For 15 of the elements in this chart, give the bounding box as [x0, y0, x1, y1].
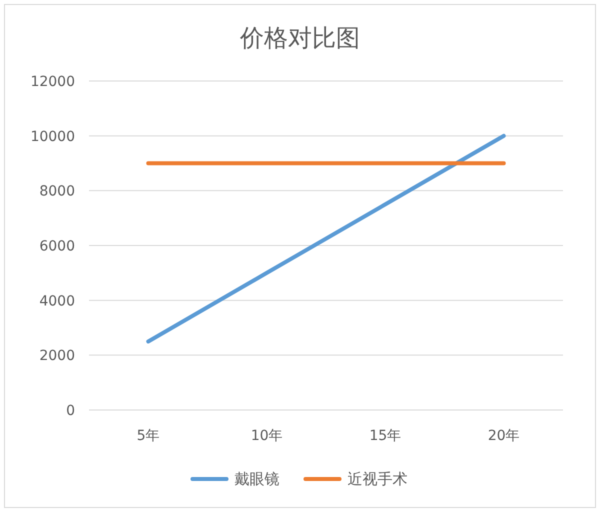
y-tick-label: 4000 [39, 293, 75, 310]
y-tick-label: 6000 [39, 238, 75, 254]
y-tick-label: 0 [66, 403, 75, 419]
x-tick-label: 20年 [488, 428, 520, 444]
line-series [146, 134, 506, 344]
legend-label: 戴眼镜 [234, 470, 280, 488]
y-tick-label: 10000 [30, 128, 75, 145]
y-tick-label: 2000 [39, 348, 75, 364]
y-tick-label: 12000 [30, 74, 75, 90]
x-tick-label: 15年 [369, 428, 402, 444]
chart-title: 价格对比图 [239, 24, 360, 52]
x-tick-label: 10年 [250, 428, 283, 444]
legend-label: 近视手术 [348, 470, 408, 488]
x-tick-label: 5年 [136, 428, 160, 444]
y-tick-label: 8000 [39, 184, 75, 200]
